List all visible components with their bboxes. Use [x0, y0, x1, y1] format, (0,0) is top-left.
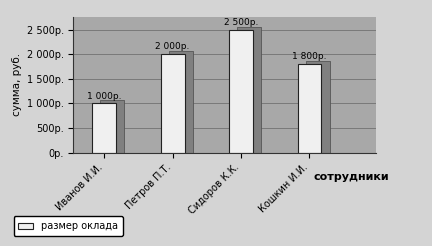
- Bar: [101, 100, 124, 153]
- Bar: [306, 61, 330, 153]
- Text: 2 500р.: 2 500р.: [224, 18, 258, 27]
- Legend: размер оклада: размер оклада: [13, 216, 123, 236]
- Bar: [229, 30, 253, 153]
- Bar: [169, 51, 193, 153]
- Text: сотрудники: сотрудники: [313, 172, 389, 182]
- Y-axis label: сумма, руб.: сумма, руб.: [13, 53, 22, 116]
- Bar: [298, 64, 321, 153]
- Bar: [92, 103, 116, 153]
- Bar: [161, 54, 184, 153]
- Text: 2 000р.: 2 000р.: [156, 42, 190, 51]
- Text: 1 000р.: 1 000р.: [87, 92, 121, 101]
- Text: 1 800р.: 1 800р.: [292, 52, 327, 61]
- Bar: [237, 27, 261, 153]
